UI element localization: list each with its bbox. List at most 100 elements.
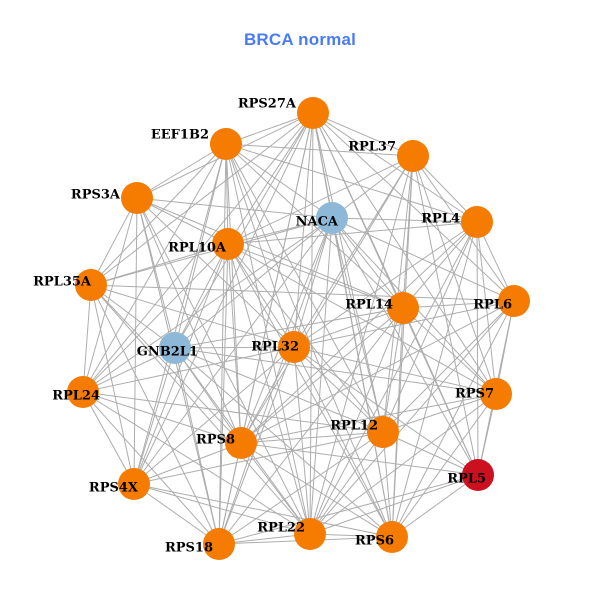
edge-RPS7-RPL22 xyxy=(309,393,497,535)
node-RPL37[interactable] xyxy=(397,140,429,172)
edge-NACA-RPS6 xyxy=(331,217,393,538)
node-RPS18[interactable] xyxy=(203,528,235,560)
edge-RPL37-RPS7 xyxy=(412,155,497,395)
edge-NACA-RPL12 xyxy=(331,217,384,433)
node-RPL12[interactable] xyxy=(367,416,399,448)
edge-RPS27A-GNB2L1 xyxy=(174,112,314,349)
node-RPS6[interactable] xyxy=(376,521,408,553)
node-label-RPL4: RPL4 xyxy=(421,212,460,227)
edge-RPL10A-GNB2L1 xyxy=(174,243,229,349)
edge-GNB2L1-RPL12 xyxy=(174,347,384,433)
node-RPL5[interactable] xyxy=(462,459,494,491)
edge-RPS8-RPS6 xyxy=(240,442,393,538)
edge-RPS8-RPS18 xyxy=(218,442,242,545)
edge-RPL10A-RPL24 xyxy=(82,243,229,393)
edge-RPL4-RPL22 xyxy=(309,221,478,535)
edge-RPL6-RPL12 xyxy=(382,300,515,433)
node-RPL32[interactable] xyxy=(278,331,310,363)
edge-RPL4-RPL14 xyxy=(402,221,478,309)
edge-RPL4-RPS7 xyxy=(476,221,497,395)
edge-EEF1B2-RPL35A xyxy=(90,143,227,286)
edge-RPL5-RPS6 xyxy=(391,474,479,538)
edge-GNB2L1-RPS18 xyxy=(174,347,220,545)
node-RPS7[interactable] xyxy=(480,378,512,410)
edge-EEF1B2-RPL4 xyxy=(225,143,478,223)
node-RPL35A[interactable] xyxy=(75,269,107,301)
edge-RPL14-RPL32 xyxy=(293,307,404,348)
node-NACA[interactable] xyxy=(316,202,348,234)
edges-layer xyxy=(82,112,515,545)
edge-RPS3A-RPL32 xyxy=(136,197,295,348)
edge-RPS4X-RPS6 xyxy=(133,483,393,538)
edge-RPL35A-RPL6 xyxy=(90,284,515,302)
edge-RPL14-RPL6 xyxy=(402,300,515,309)
node-RPS3A[interactable] xyxy=(121,182,153,214)
edge-RPL12-RPS6 xyxy=(382,431,393,538)
node-label-RPS4X: RPS4X xyxy=(89,481,139,496)
node-RPL6[interactable] xyxy=(498,285,530,317)
edge-RPL12-RPS4X xyxy=(133,431,384,485)
node-label-GNB2L1: GNB2L1 xyxy=(137,345,198,360)
edge-RPL12-RPS8 xyxy=(240,431,384,444)
node-label-RPL22: RPL22 xyxy=(257,521,305,536)
edge-RPL35A-RPS4X xyxy=(90,284,135,485)
edge-RPL14-RPS6 xyxy=(391,307,404,538)
node-RPL22[interactable] xyxy=(294,518,326,550)
edge-RPL5-RPS18 xyxy=(218,474,479,545)
edge-RPS3A-NACA xyxy=(136,197,333,219)
edge-RPL35A-RPL32 xyxy=(90,284,295,348)
edge-RPS27A-RPL4 xyxy=(312,112,478,223)
edge-RPL6-RPL32 xyxy=(293,300,515,348)
edge-RPS3A-RPL10A xyxy=(136,197,229,245)
edge-RPS27A-RPL22 xyxy=(309,112,314,535)
edge-EEF1B2-NACA xyxy=(225,143,333,219)
edge-RPL10A-RPL32 xyxy=(227,243,295,348)
node-RPL4[interactable] xyxy=(461,206,493,238)
edge-RPL14-RPS7 xyxy=(402,307,497,395)
edge-RPL32-RPS7 xyxy=(293,346,497,395)
nodes-layer xyxy=(67,97,530,560)
node-RPL14[interactable] xyxy=(387,292,419,324)
edge-RPS8-RPL22 xyxy=(240,442,311,535)
edge-NACA-RPL4 xyxy=(331,217,478,223)
node-label-RPL12: RPL12 xyxy=(330,419,378,434)
edge-RPL12-RPL5 xyxy=(382,431,479,476)
edge-RPL4-RPL32 xyxy=(293,221,478,348)
edge-EEF1B2-RPL10A xyxy=(225,143,229,245)
edge-EEF1B2-RPS8 xyxy=(225,143,242,444)
edge-RPL24-RPS18 xyxy=(82,391,220,545)
edge-RPS3A-RPS4X xyxy=(133,197,138,485)
edge-RPL12-RPL22 xyxy=(309,431,384,535)
edge-RPL14-RPS8 xyxy=(240,307,404,444)
node-RPL10A[interactable] xyxy=(212,228,244,260)
node-RPS27A[interactable] xyxy=(297,97,329,129)
node-RPS4X[interactable] xyxy=(118,468,150,500)
node-RPS8[interactable] xyxy=(225,427,257,459)
edge-RPL10A-RPL22 xyxy=(227,243,311,535)
edge-EEF1B2-RPS3A xyxy=(136,143,227,199)
edge-EEF1B2-RPL14 xyxy=(225,143,404,309)
edge-RPL10A-RPS4X xyxy=(133,243,229,485)
node-label-RPS27A: RPS27A xyxy=(238,97,297,112)
edge-NACA-RPL14 xyxy=(331,217,404,309)
edge-RPS27A-RPL12 xyxy=(312,112,384,433)
edge-GNB2L1-RPS7 xyxy=(174,347,497,395)
node-label-RPL10A: RPL10A xyxy=(168,241,227,256)
edge-RPL37-NACA xyxy=(331,155,414,219)
node-EEF1B2[interactable] xyxy=(210,128,242,160)
node-label-RPS18: RPS18 xyxy=(165,541,213,556)
edge-RPS7-RPS6 xyxy=(391,393,497,538)
node-RPL24[interactable] xyxy=(67,376,99,408)
edge-RPL24-RPS4X xyxy=(82,391,135,485)
edge-RPL14-GNB2L1 xyxy=(174,307,404,349)
edge-NACA-RPL32 xyxy=(293,217,333,348)
edge-RPL10A-RPL35A xyxy=(90,243,229,286)
edge-RPL4-RPL5 xyxy=(476,221,479,476)
edge-RPL37-RPL10A xyxy=(227,155,414,245)
node-label-RPS6: RPS6 xyxy=(355,534,394,549)
edge-RPS7-RPL12 xyxy=(382,393,497,433)
edge-GNB2L1-RPL32 xyxy=(174,346,295,349)
edge-EEF1B2-RPL37 xyxy=(225,143,414,157)
edge-GNB2L1-RPS6 xyxy=(174,347,393,538)
node-GNB2L1[interactable] xyxy=(159,332,191,364)
